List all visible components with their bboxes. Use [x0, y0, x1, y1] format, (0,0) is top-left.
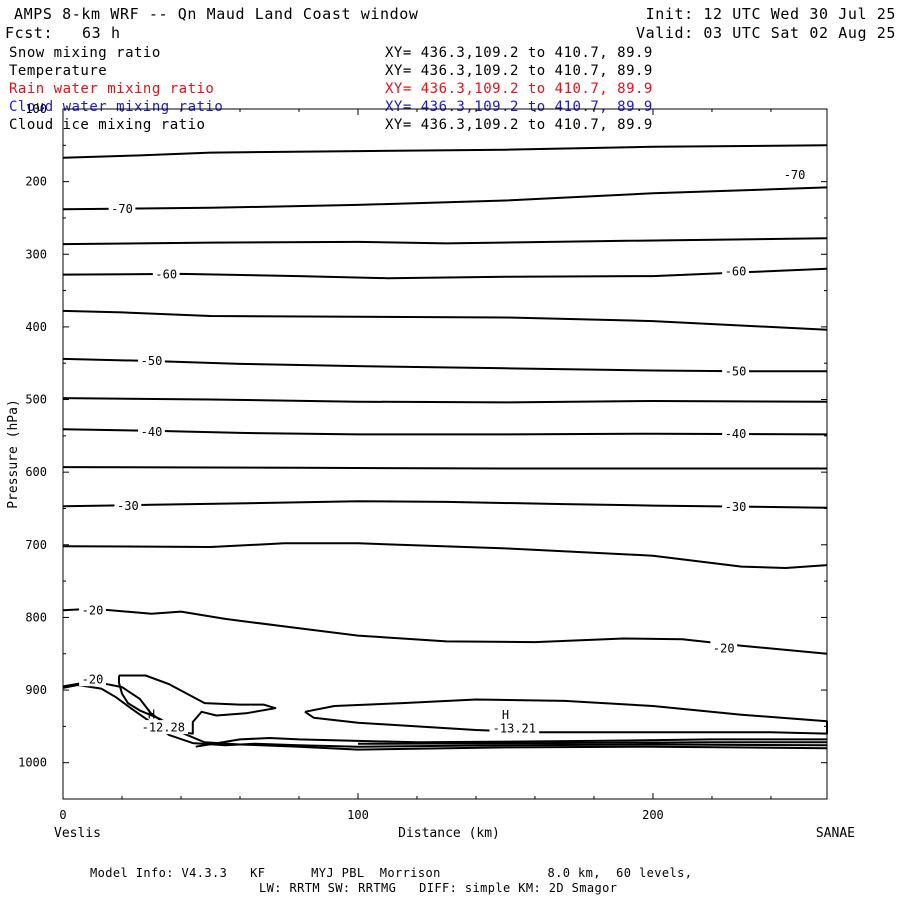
y-tick-label: 200 [25, 175, 47, 189]
contour-line [62, 684, 828, 748]
contour-line [304, 698, 828, 735]
contour-label: -13.21 [493, 721, 536, 735]
contour-label: -30 [117, 499, 139, 513]
plot-frame [62, 108, 828, 800]
contour-label-bg [722, 426, 749, 441]
variable-name: Snow mixing ratio [9, 45, 161, 61]
contour-label-bg [710, 640, 738, 655]
contour-line [62, 357, 827, 373]
y-tick-label: 800 [25, 610, 47, 624]
variable-name: Cloud water mixing ratio [9, 99, 224, 115]
variable-xy: XY= 436.3,109.2 to 410.7, 89.9 [385, 63, 653, 79]
contour-label-bg [138, 720, 189, 735]
contour-label-bg [722, 263, 749, 278]
physics-info: LW: RRTM SW: RRTMG DIFF: simple KM: 2D S… [259, 881, 618, 895]
variable-xy: XY= 436.3,109.2 to 410.7, 89.9 [385, 117, 653, 133]
contour-label: H [502, 708, 509, 722]
contour-label: -50 [141, 354, 163, 368]
contour-line [62, 680, 828, 751]
contour-label-bg [114, 498, 142, 513]
model-info: Model Info: V4.3.3 KF MYJ PBL Morrison 8… [90, 866, 693, 880]
contour-line [195, 737, 827, 748]
contour-label: -50 [725, 365, 747, 379]
contour-line [62, 237, 828, 246]
contour-label: -70 [784, 168, 806, 182]
y-tick-label: 300 [25, 247, 47, 261]
contour-label: -20 [82, 673, 104, 687]
contour-line [118, 674, 277, 735]
contour-line [62, 309, 828, 331]
right-endpoint-label: SANAE [816, 826, 855, 841]
x-tick-label: 0 [59, 808, 66, 822]
contour-line [62, 397, 828, 404]
contour-line [62, 144, 828, 159]
contour-label-bg [489, 720, 540, 735]
contour-label: -12.28 [142, 721, 185, 735]
variable-xy: XY= 436.3,109.2 to 410.7, 89.9 [385, 81, 653, 97]
contour-label: -70 [111, 202, 133, 216]
y-tick-label: 700 [25, 538, 47, 552]
contour-label: -40 [725, 427, 747, 441]
contour-label-bg [79, 603, 106, 618]
y-tick-label: 900 [25, 683, 47, 697]
contour-label-bg [108, 201, 136, 216]
contour-line [62, 500, 828, 509]
y-tick-label: 100 [25, 102, 47, 116]
init-time: Init: 12 UTC Wed 30 Jul 25 [645, 5, 896, 23]
contour-label: H [148, 708, 155, 722]
variable-xy: XY= 436.3,109.2 to 410.7, 89.9 [385, 45, 653, 61]
contour-lines [62, 144, 828, 751]
y-tick-label: 1000 [18, 756, 47, 770]
axes: 100 200 300 400 500 600 700 800 900 1000 0 100 200 [18, 102, 827, 822]
x-axis-label: Distance (km) [398, 826, 500, 841]
contour-label-bg [138, 424, 165, 439]
variable-name: Rain water mixing ratio [9, 81, 215, 97]
contour-label: -30 [725, 500, 747, 514]
contour-label: -60 [155, 267, 177, 281]
contour-line [62, 466, 827, 470]
contour-label-bg [79, 672, 106, 687]
left-endpoint-label: Veslis [54, 826, 101, 841]
x-tick-label: 200 [642, 808, 664, 822]
contour-label-bg [722, 499, 749, 514]
y-tick-label: 600 [25, 465, 47, 479]
contour-label-bg [781, 167, 808, 182]
contour-line [62, 542, 828, 569]
contour-line [62, 607, 828, 655]
variable-name: Cloud ice mixing ratio [9, 117, 206, 133]
chart-title: AMPS 8-km WRF -- Qn Maud Land Coast wind… [14, 5, 419, 23]
contour-label: -20 [713, 641, 735, 655]
contour-label: -20 [82, 604, 104, 618]
contour-label: -60 [725, 264, 747, 278]
y-tick-label: 500 [25, 393, 47, 407]
contour-label-bg [722, 364, 749, 379]
forecast-hour: Fcst: 63 h [5, 24, 121, 42]
contour-label-bg [138, 353, 165, 368]
y-axis-label: Pressure (hPa) [6, 399, 21, 509]
contour-line [62, 428, 828, 436]
variable-name: Temperature [9, 63, 108, 79]
contour-line [62, 186, 828, 211]
valid-time: Valid: 03 UTC Sat 02 Aug 25 [635, 24, 896, 42]
contour-labels: -70 -70 -60 -60 -50 -50 -40 -40 -30 -30 -20 -20 -20 H… [79, 167, 808, 735]
contour-label: -40 [141, 425, 163, 439]
y-tick-label: 400 [25, 320, 47, 334]
x-tick-label: 100 [347, 808, 369, 822]
contour-line [357, 741, 827, 745]
contour-label-bg [152, 266, 180, 281]
